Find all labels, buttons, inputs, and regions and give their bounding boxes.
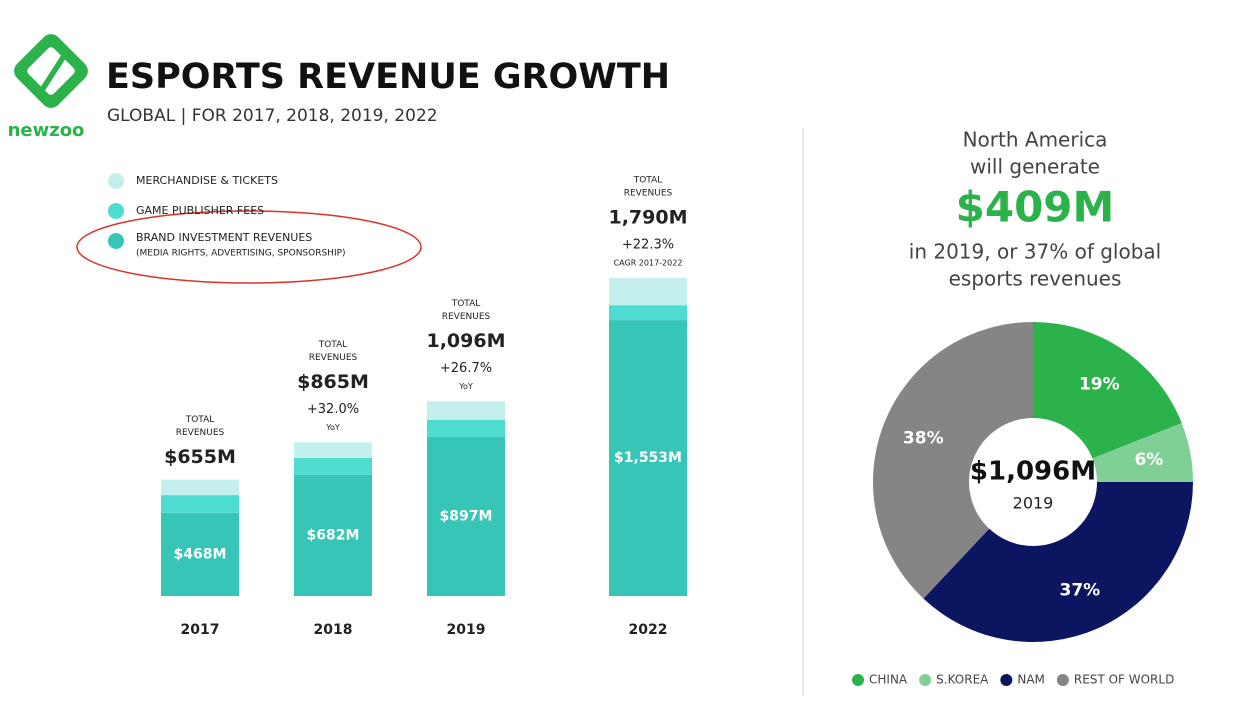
x-tick-label: 2017	[181, 622, 220, 638]
logo-mark	[14, 34, 88, 108]
total-caption: TOTAL	[633, 176, 663, 186]
logo-text: newzoo	[8, 120, 85, 141]
growth-caption: CAGR 2017-2022	[614, 259, 683, 268]
highlight: $409M	[956, 183, 1115, 232]
x-tick-label: 2018	[314, 622, 353, 638]
x-tick-label: 2022	[629, 622, 668, 638]
x-tick-label: 2019	[447, 622, 486, 638]
bar-value-label: $1,553M	[614, 450, 682, 466]
legend-label: REST OF WORLD	[1074, 673, 1174, 687]
total-label: 1,790M	[608, 207, 687, 229]
total-caption: REVENUES	[309, 353, 358, 363]
bar-segment	[609, 278, 687, 306]
legend-label: MERCHANDISE & TICKETS	[136, 174, 278, 187]
slice-label: 19%	[1079, 374, 1120, 394]
bar-segment	[609, 320, 687, 596]
bar-segment	[161, 512, 239, 596]
total-caption: TOTAL	[451, 299, 481, 309]
headline: will generate	[970, 155, 1100, 179]
bar-value-label: $897M	[440, 508, 493, 524]
slice-label: 37%	[1060, 580, 1101, 600]
total-label: 1,096M	[426, 330, 505, 352]
total-caption: REVENUES	[442, 312, 491, 322]
bar-value-label: $682M	[307, 527, 360, 543]
growth-label: +32.0%	[307, 402, 359, 417]
chart-title: ESPORTS REVENUE GROWTH	[106, 57, 670, 97]
legend-label: S.KOREA	[936, 673, 989, 687]
legend-swatch	[919, 674, 932, 686]
growth-caption: YoY	[325, 423, 340, 432]
bar-segment	[161, 495, 239, 513]
bar-segment	[427, 401, 505, 420]
legend-description: (MEDIA RIGHTS, ADVERTISING, SPONSORSHIP)	[136, 249, 346, 259]
total-label: $865M	[297, 371, 369, 393]
bar-segment	[427, 419, 505, 437]
legend-label: BRAND INVESTMENT REVENUES	[136, 231, 312, 244]
legend-swatch	[108, 233, 124, 249]
total-caption: TOTAL	[185, 415, 215, 425]
growth-caption: YoY	[458, 382, 473, 391]
chart-subtitle: GLOBAL | FOR 2017, 2018, 2019, 2022	[107, 106, 438, 126]
total-label: $655M	[164, 446, 236, 468]
legend-swatch	[108, 203, 124, 219]
slice-label: 6%	[1134, 450, 1163, 470]
legend-swatch	[108, 173, 124, 189]
legend-label: GAME PUBLISHER FEES	[136, 204, 264, 217]
donut-slice	[1092, 423, 1193, 482]
total-caption: REVENUES	[624, 189, 673, 199]
bar-segment	[161, 479, 239, 496]
highlight-ellipse	[76, 210, 422, 284]
legend-label: NAM	[1017, 673, 1045, 687]
growth-label: +22.3%	[622, 238, 674, 253]
legend-label: CHINA	[869, 673, 908, 687]
headline: North America	[963, 128, 1108, 152]
bar-value-label: $468M	[174, 546, 227, 562]
bar-segment	[427, 436, 505, 596]
bar-segment	[294, 442, 372, 458]
legend-swatch	[1056, 674, 1069, 686]
bar-segment	[609, 305, 687, 321]
donut-slice	[1033, 322, 1182, 459]
note: esports revenues	[949, 267, 1122, 291]
legend-swatch	[852, 674, 864, 686]
donut-slice	[923, 482, 1193, 643]
bar-segment	[294, 457, 372, 475]
slice-label: 38%	[903, 429, 944, 449]
total-caption: REVENUES	[176, 428, 225, 438]
total-caption: TOTAL	[318, 340, 348, 350]
growth-label: +26.7%	[440, 361, 492, 376]
note: in 2019, or 37% of global	[909, 240, 1161, 264]
bar-segment	[294, 474, 372, 596]
donut-slice	[872, 322, 1033, 599]
center-sublabel: 2019	[1013, 494, 1054, 513]
legend-swatch	[1000, 674, 1013, 686]
center-label: $1,096M	[970, 457, 1096, 487]
